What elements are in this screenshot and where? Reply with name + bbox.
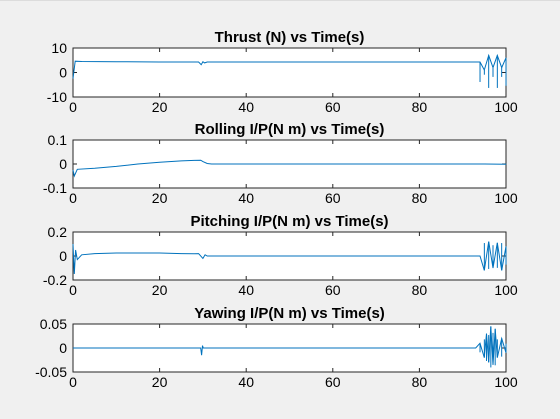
- x-tick-label: 100: [494, 99, 518, 115]
- axes-box: [72, 47, 507, 98]
- subplot-4: Yawing I/P(N m) vs Time(s) 0 20 40 60 80 100 0.…: [35, 305, 518, 390]
- series-line: [72, 53, 507, 79]
- y-tick-label: 10: [51, 40, 67, 56]
- x-tick-label: 40: [238, 99, 254, 115]
- axes-title: Rolling I/P(N m) vs Time(s): [195, 121, 385, 138]
- y-tick-label: 0.05: [40, 316, 67, 332]
- y-tick-label: 0: [59, 248, 67, 264]
- x-tick-label: 0: [69, 190, 77, 206]
- x-tick-label: 80: [412, 374, 428, 390]
- y-tick-label: 0: [59, 65, 67, 81]
- axes-title: Thrust (N) vs Time(s): [215, 29, 365, 46]
- y-tick-label: 0: [59, 340, 67, 356]
- x-tick-label: 60: [325, 190, 341, 206]
- y-tick-label: 0.2: [48, 224, 68, 240]
- subplot-3: Pitching I/P(N m) vs Time(s) 0 20 40 60 80 100…: [43, 213, 518, 298]
- x-tick-label: 100: [494, 282, 518, 298]
- x-tick-label: 80: [412, 99, 428, 115]
- y-tick-label: 0.1: [48, 132, 68, 148]
- x-tick-label: 60: [325, 282, 341, 298]
- y-tick-label: -0.1: [43, 180, 67, 196]
- axes-title: Yawing I/P(N m) vs Time(s): [194, 305, 385, 322]
- x-tick-label: 40: [238, 374, 254, 390]
- axes-title: Pitching I/P(N m) vs Time(s): [190, 213, 388, 230]
- x-tick-label: 100: [494, 374, 518, 390]
- x-tick-label: 0: [69, 99, 77, 115]
- x-tick-label: 80: [412, 190, 428, 206]
- x-tick-label: 80: [412, 282, 428, 298]
- x-tick-label: 20: [152, 374, 168, 390]
- series-line: [72, 159, 507, 178]
- x-tick-label: 60: [325, 374, 341, 390]
- x-tick-label: 40: [238, 282, 254, 298]
- x-tick-label: 40: [238, 190, 254, 206]
- x-tick-label: 100: [494, 190, 518, 206]
- x-tick-label: 20: [152, 190, 168, 206]
- x-tick-label: 20: [152, 99, 168, 115]
- subplot-2: Rolling I/P(N m) vs Time(s) 0 20 40 60 80 100 0…: [43, 121, 518, 206]
- x-tick-label: 0: [69, 282, 77, 298]
- y-tick-label: -0.05: [35, 364, 67, 380]
- series-line: [72, 241, 507, 275]
- x-tick-label: 60: [325, 99, 341, 115]
- y-tick-label: -0.2: [43, 272, 67, 288]
- y-tick-label: 0: [59, 156, 67, 172]
- x-tick-label: 0: [69, 374, 77, 390]
- x-tick-label: 20: [152, 282, 168, 298]
- y-tick-label: -10: [47, 89, 67, 105]
